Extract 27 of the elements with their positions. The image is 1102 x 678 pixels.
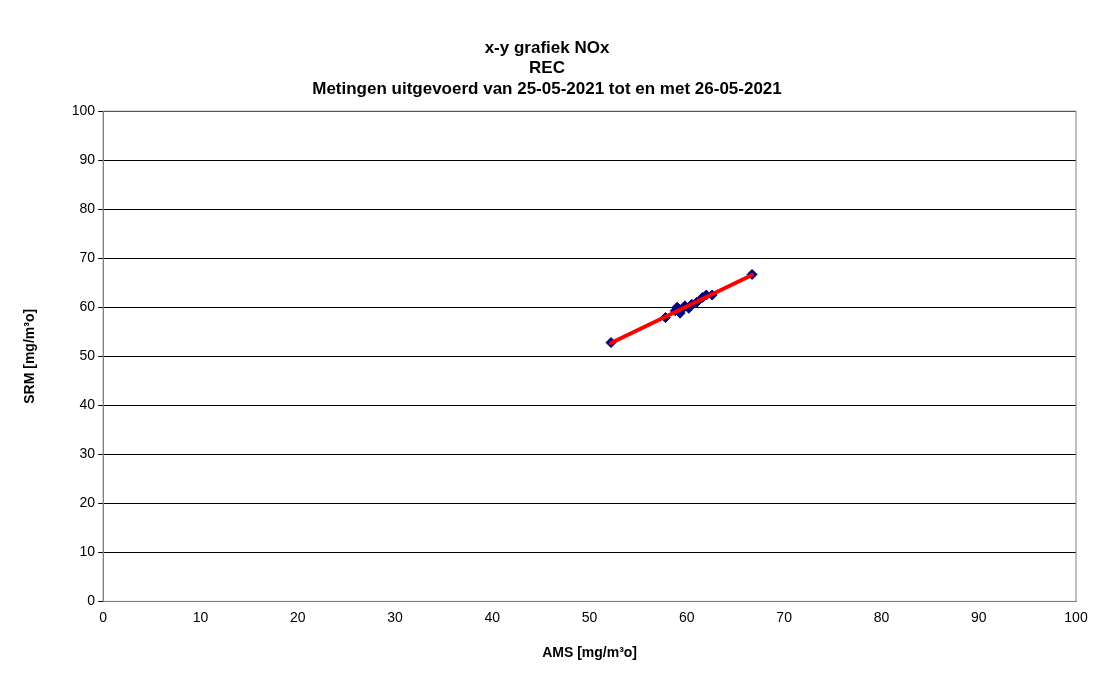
y-tick-label: 0 [87, 592, 96, 609]
x-tick-label: 30 [387, 608, 404, 625]
y-tick-label: 30 [79, 445, 96, 462]
x-tick-label: 60 [679, 608, 695, 625]
x-tick-label: 70 [776, 608, 793, 625]
x-axis-title: AMS [mg/m³o] [542, 644, 638, 661]
y-tick-label: 80 [79, 200, 96, 217]
y-tick-label: 40 [79, 396, 96, 413]
y-axis-title: SRM [mg/m³o] [21, 308, 38, 404]
x-tick-label: 10 [192, 608, 209, 625]
y-tick-label: 50 [79, 347, 96, 364]
text: REC [529, 58, 565, 78]
text: Metingen uitgevoerd van 25-05-2021 tot en met 26-05-2021 [312, 78, 782, 98]
y-tick-label: 70 [79, 249, 96, 266]
x-tick-label: 40 [484, 608, 501, 625]
x-tick-label: 0 [99, 608, 108, 625]
text: x-y grafiek NOx [484, 37, 610, 57]
x-tick-label: 50 [581, 608, 598, 625]
y-tick-label: 100 [71, 102, 96, 119]
x-tick-label: 20 [289, 608, 306, 625]
x-tick-label: 100 [1064, 608, 1088, 625]
y-tick-label: 10 [79, 543, 96, 560]
y-tick-label: 90 [79, 151, 96, 168]
y-tick-label: 20 [79, 494, 96, 511]
x-tick-label: 80 [873, 608, 890, 625]
y-tick-label: 60 [79, 298, 96, 315]
x-tick-label: 90 [970, 608, 987, 625]
